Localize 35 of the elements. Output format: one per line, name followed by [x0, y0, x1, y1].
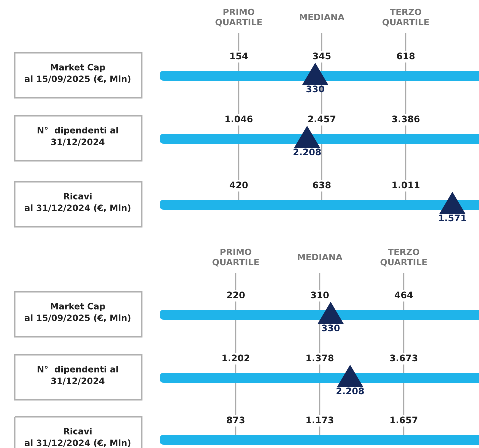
- data-label: 3.673: [390, 354, 418, 362]
- text: MEDIANA: [298, 254, 343, 260]
- text: MEDIANA: [300, 14, 345, 20]
- data-label: 1.657: [390, 416, 418, 424]
- data-label: 464: [394, 292, 414, 299]
- category-label: N° dipendenti al 31/12/2024: [38, 127, 118, 146]
- data-label: 1.202: [222, 354, 250, 362]
- data-label: 1.046: [226, 116, 253, 123]
- data-label: 330: [322, 324, 340, 332]
- data-label: 873: [227, 416, 245, 424]
- data-label: 1.011: [392, 182, 420, 189]
- text: PRIMO QUARTILE: [216, 8, 262, 27]
- category-label: N° dipendenti al 31/12/2024: [38, 366, 118, 385]
- category-label: Ricavi al 31/12/2024 (€, Mln): [24, 428, 131, 448]
- data-label: 310: [311, 292, 329, 299]
- data-label: 2.208: [336, 388, 364, 395]
- data-label: 638: [313, 182, 331, 189]
- data-label: 1.173: [306, 416, 334, 424]
- data-label: 1.571: [439, 214, 466, 222]
- data-label: 1.378: [306, 354, 334, 362]
- text: TERZO QUARTILE: [382, 8, 430, 27]
- data-label: 618: [397, 52, 415, 60]
- data-label: 220: [227, 292, 245, 299]
- data-label: 345: [313, 52, 331, 60]
- data-label: 330: [306, 86, 324, 93]
- category-label: Market Cap al 15/09/2025 (€, Mln): [24, 64, 131, 84]
- data-label: 154: [230, 52, 248, 60]
- text: TERZO QUARTILE: [380, 248, 428, 267]
- data-label: 2.208: [294, 148, 322, 156]
- data-label: 420: [230, 182, 248, 189]
- data-label: 2.457: [308, 116, 336, 123]
- category-label: Market Cap al 15/09/2025 (€, Mln): [24, 303, 131, 322]
- category-label: Ricavi al 31/12/2024 (€, Mln): [24, 193, 131, 212]
- data-label: 3.386: [392, 116, 420, 123]
- text: PRIMO QUARTILE: [212, 248, 260, 267]
